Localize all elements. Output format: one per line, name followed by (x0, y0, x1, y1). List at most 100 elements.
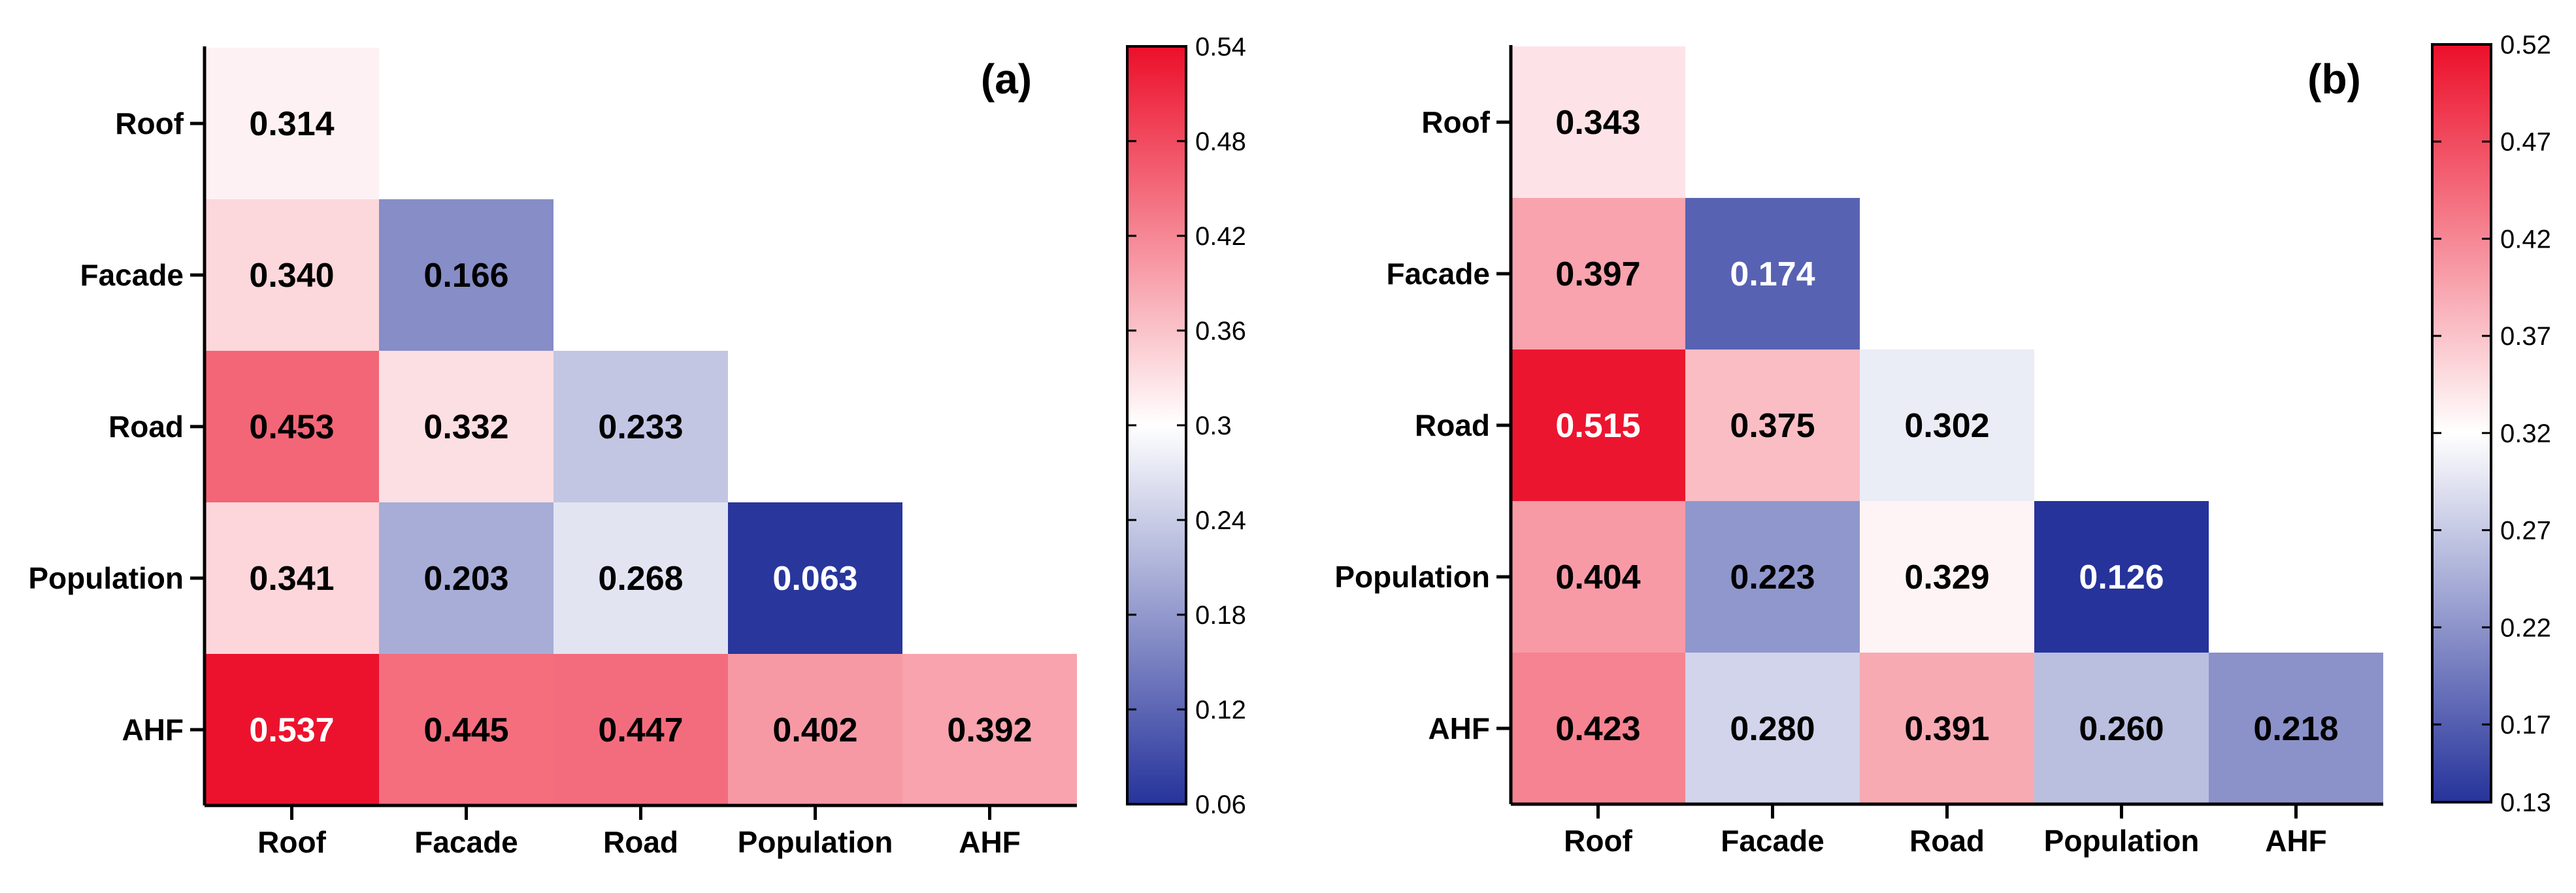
cell-population-facade (1685, 501, 1860, 653)
colorbar-tick-label: 0.42 (1195, 222, 1246, 251)
cell-value-label: 0.203 (423, 560, 508, 598)
heatmap-panel-b: 0.343 0.397 0.174 0.515 0.375 0.302 0.404 0.223… (1334, 31, 2551, 858)
colorbar-tick-label: 0.47 (2500, 128, 2551, 157)
cell-value-label: 0.397 (1555, 255, 1640, 293)
cell-facade-facade (1685, 198, 1860, 349)
cell-value-label: 0.126 (2079, 559, 2164, 596)
x-tick-label: Population (2044, 824, 2200, 858)
cell-value-label: 0.404 (1555, 559, 1640, 596)
cell-value-label: 0.063 (772, 560, 857, 598)
cell-ahf-population (2034, 653, 2209, 804)
panel-label: (b) (2307, 56, 2361, 103)
cell-value-label: 0.343 (1555, 104, 1640, 142)
cell-value-label: 0.340 (249, 257, 334, 295)
cell-value-label: 0.280 (1730, 710, 1815, 748)
cell-facade-roof (205, 199, 379, 351)
colorbar (2432, 44, 2491, 802)
cell-road-road (553, 351, 728, 502)
y-tick-label: Roof (1421, 105, 1490, 139)
cell-facade-roof (1511, 198, 1685, 349)
cell-road-roof (1511, 349, 1685, 501)
colorbar-tick-label: 0.52 (2500, 31, 2551, 59)
x-tick-label: Road (603, 825, 678, 859)
cell-value-label: 0.423 (1555, 710, 1640, 748)
colorbar-tick-label: 0.3 (1195, 412, 1232, 440)
cell-value-label: 0.329 (1904, 559, 1989, 596)
cell-ahf-roof (1511, 653, 1685, 804)
x-tick-label: Facade (1721, 824, 1825, 858)
cell-population-road (1860, 501, 2034, 653)
y-tick-label: Road (1415, 408, 1490, 442)
colorbar-tick-label: 0.24 (1195, 506, 1246, 535)
cell-population-roof (1511, 501, 1685, 653)
cell-value-label: 0.453 (249, 408, 334, 446)
cell-ahf-population (728, 654, 902, 805)
cell-population-roof (205, 502, 379, 654)
cell-ahf-facade (1685, 653, 1860, 804)
y-tick-label: Facade (80, 258, 184, 292)
cell-ahf-roof (205, 654, 379, 805)
cell-roof-roof (205, 48, 379, 199)
colorbar-tick-label: 0.37 (2500, 322, 2551, 351)
y-tick-label: AHF (122, 713, 184, 747)
cell-roof-roof (1511, 46, 1685, 198)
x-tick-label: Facade (414, 825, 518, 859)
cell-population-population (728, 502, 902, 654)
cell-value-label: 0.447 (598, 711, 683, 749)
colorbar-tick-label: 0.13 (2500, 788, 2551, 817)
x-tick-label: Population (738, 825, 893, 859)
y-tick-label: Roof (115, 106, 184, 140)
cell-value-label: 0.302 (1904, 407, 1989, 445)
cell-road-roof (205, 351, 379, 502)
cell-value-label: 0.537 (249, 711, 334, 749)
cell-population-facade (379, 502, 553, 654)
y-tick-label: Population (28, 561, 184, 595)
cell-value-label: 0.375 (1730, 407, 1815, 445)
cell-value-label: 0.515 (1555, 407, 1640, 445)
colorbar-tick-label: 0.54 (1195, 33, 1246, 61)
y-tick-label: Population (1334, 560, 1490, 594)
cell-facade-facade (379, 199, 553, 351)
cell-value-label: 0.218 (2253, 710, 2338, 748)
x-tick-label: AHF (959, 825, 1021, 859)
cell-road-facade (1685, 349, 1860, 501)
colorbar (1127, 46, 1186, 804)
cell-ahf-road (1860, 653, 2034, 804)
cell-value-label: 0.260 (2079, 710, 2164, 748)
cell-value-label: 0.314 (249, 105, 334, 143)
cell-ahf-ahf (902, 654, 1077, 805)
cell-value-label: 0.332 (423, 408, 508, 446)
colorbar-tick-label: 0.06 (1195, 790, 1246, 819)
x-tick-label: Roof (1564, 824, 1632, 858)
colorbar-tick-label: 0.17 (2500, 711, 2551, 739)
cell-value-label: 0.268 (598, 560, 683, 598)
x-tick-label: Road (1909, 824, 1985, 858)
cell-value-label: 0.233 (598, 408, 683, 446)
cell-road-road (1860, 349, 2034, 501)
heatmap-panel-a: 0.314 0.340 0.166 0.453 0.332 0.233 0.341 0.203… (28, 33, 1246, 859)
cell-value-label: 0.223 (1730, 559, 1815, 596)
y-tick-label: Facade (1386, 257, 1490, 291)
cell-value-label: 0.174 (1730, 255, 1815, 293)
cell-value-label: 0.392 (947, 711, 1032, 749)
colorbar-tick-label: 0.48 (1195, 127, 1246, 156)
cell-value-label: 0.445 (423, 711, 508, 749)
colorbar-frame (2431, 43, 2492, 804)
cell-value-label: 0.341 (249, 560, 334, 598)
colorbar-tick-label: 0.12 (1195, 696, 1246, 724)
cell-value-label: 0.166 (423, 257, 508, 295)
cell-population-population (2034, 501, 2209, 653)
colorbar-tick-label: 0.22 (2500, 613, 2551, 642)
cell-value-label: 0.391 (1904, 710, 1989, 748)
colorbar-tick-label: 0.18 (1195, 601, 1246, 630)
colorbar-tick-label: 0.32 (2500, 419, 2551, 448)
x-tick-label: Roof (257, 825, 326, 859)
cell-ahf-road (553, 654, 728, 805)
x-tick-label: AHF (2265, 824, 2327, 858)
y-tick-label: AHF (1428, 711, 1490, 745)
cell-population-road (553, 502, 728, 654)
panel-label: (a) (981, 56, 1032, 103)
cell-value-label: 0.402 (772, 711, 857, 749)
colorbar-tick-label: 0.27 (2500, 517, 2551, 545)
